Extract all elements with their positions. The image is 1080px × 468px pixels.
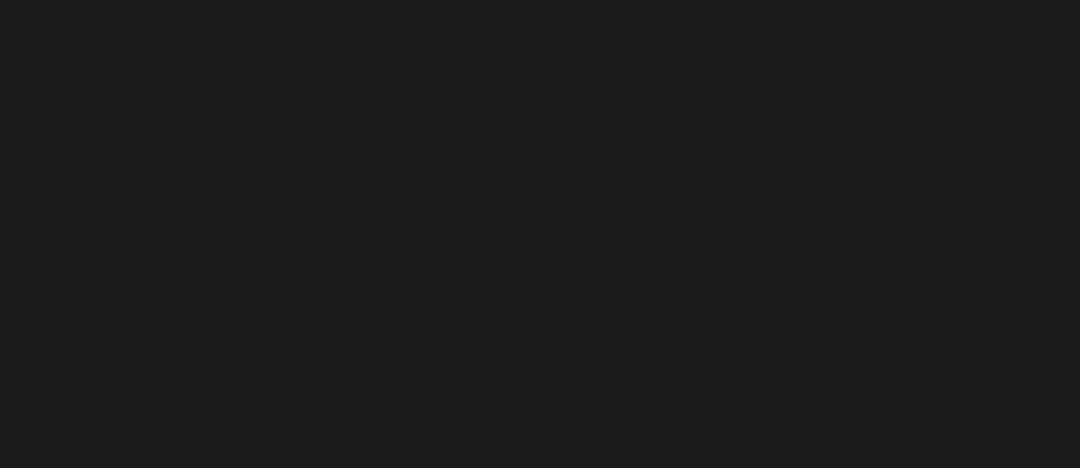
- Text: $2 + 7(x-3) - \frac{1}{2}(x-3)^2 - \frac{1}{4}(x-3)^3 - \frac{1}{12}(x-3)^4$: $2 + 7(x-3) - \frac{1}{2}(x-3)^2 - \frac…: [189, 170, 664, 205]
- Text: Find the first five terms of the Taylor series representation of $f$ at $x = 3$.: Find the first five terms of the Taylor …: [305, 82, 927, 105]
- Text: $\mathbf{<}$: $\mathbf{<}$: [1017, 418, 1053, 452]
- Text: For the function $f$: $f(3) = 2$, $f'(3) = 7$ and $f^{(n)}(3) = -\frac{1}{2}nf^{: For the function $f$: $f(3) = 2$, $f'(3)…: [307, 33, 924, 61]
- Text: $2 + 7(x-3) - 7(x-3)^2 + \frac{21}{2}(x-3)^3 - 21(x-3)^4$: $2 + 7(x-3) - 7(x-3)^2 + \frac{21}{2}(x-…: [189, 275, 680, 310]
- Text: $2 + 7(x-3) - \frac{7}{2}(x-3)^2 + \frac{7}{4}(x-3)^3 - \frac{7}{8}(x-3)^4$: $2 + 7(x-3) - \frac{7}{2}(x-3)^2 + \frac…: [189, 390, 654, 424]
